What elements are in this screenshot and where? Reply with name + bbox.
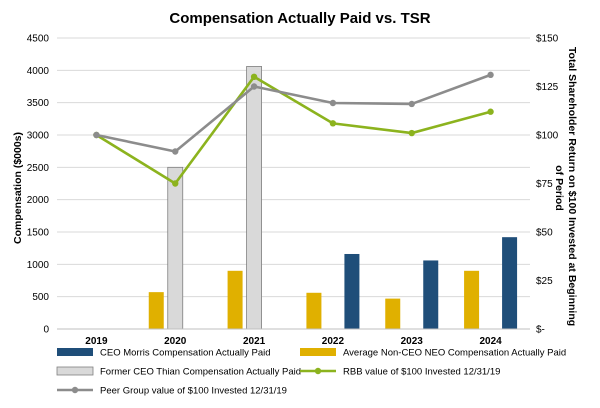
series-point: [250, 83, 258, 90]
y2-tick-label: $-: [536, 325, 545, 336]
y-tick-label: 4500: [27, 34, 50, 45]
series-point: [172, 148, 179, 155]
chart-title: Compensation Actually Paid vs. TSR: [169, 10, 430, 27]
y-tick-label: 3500: [27, 98, 50, 109]
y-tick-label: 1500: [27, 228, 50, 239]
y-tick-label: 2000: [27, 195, 50, 206]
legend-item: Peer Group value of $100 Invested 12/31/…: [57, 386, 287, 397]
y-tick-label: 2500: [27, 163, 50, 174]
legend-label: Peer Group value of $100 Invested 12/31/…: [100, 386, 287, 397]
x-tick-label: 2024: [479, 336, 502, 347]
bar: [464, 270, 480, 329]
legend-swatch-marker: [314, 367, 322, 375]
legend-label: Average Non-CEO NEO Compensation Actuall…: [343, 348, 566, 359]
y2-axis-label: Total Shareholder Return on $100 Investe…: [553, 47, 578, 329]
bar: [227, 270, 243, 329]
series-point: [172, 180, 179, 187]
y2-axis-label-line-1: Total Shareholder Return on $100 Investe…: [566, 47, 578, 326]
bar: [148, 292, 164, 329]
y2-tick-label: $100: [536, 131, 559, 142]
y2-axis-label-line-2: of Period: [553, 165, 565, 211]
series-point: [487, 71, 494, 79]
legend-item: Former CEO Thian Compensation Actually P…: [56, 366, 301, 378]
series-point: [487, 108, 494, 115]
bar: [167, 166, 184, 330]
y-tick-label: 0: [43, 325, 49, 336]
bar: [385, 298, 401, 329]
bars: [148, 66, 518, 330]
bar: [344, 253, 360, 329]
lines: [93, 71, 494, 187]
series-point: [408, 129, 415, 137]
bar: [246, 66, 262, 330]
legend-swatch-marker: [71, 386, 79, 394]
y-axis-label: Compensation ($000s): [12, 132, 24, 244]
gridlines: [57, 37, 530, 330]
legend-swatch: [300, 348, 336, 356]
y-tick-label: 3000: [27, 131, 50, 142]
legend-swatch: [57, 348, 93, 356]
series-point: [329, 120, 337, 127]
series-line: [95, 75, 491, 185]
series-point: [250, 73, 258, 81]
legend-label: CEO Morris Compensation Actually Paid: [100, 348, 271, 359]
axes: 0 500 1000 1500 2000 2500 3000 3500 4000 4500 $- $2…: [27, 34, 559, 348]
bar: [423, 260, 439, 329]
bar: [306, 292, 322, 329]
legend-item: CEO Morris Compensation Actually Paid: [57, 348, 271, 359]
y2-tick-label: $75: [536, 179, 553, 190]
legend: CEO Morris Compensation Actually Paid Ave…: [56, 348, 566, 397]
x-tick-label: 2020: [164, 336, 187, 347]
x-tick-label: 2022: [322, 336, 345, 347]
legend-swatch: [56, 366, 94, 376]
series-line: [96, 73, 492, 153]
legend-label: Former CEO Thian Compensation Actually P…: [100, 367, 301, 378]
legend-label: RBB value of $100 Invested 12/31/19: [343, 367, 500, 378]
bar: [502, 237, 518, 329]
series-point: [408, 100, 415, 108]
y-tick-label: 4000: [27, 66, 50, 77]
x-tick-label: 2023: [401, 336, 424, 347]
y-tick-label: 1000: [27, 260, 50, 271]
x-tick-label: 2019: [85, 336, 108, 347]
y-tick-label: 500: [32, 292, 49, 303]
y2-tick-label: $150: [536, 34, 559, 45]
x-tick-label: 2021: [243, 336, 266, 347]
legend-item: Average Non-CEO NEO Compensation Actuall…: [300, 348, 566, 359]
legend-item: RBB value of $100 Invested 12/31/19: [300, 367, 500, 378]
series-point: [329, 99, 337, 107]
y2-tick-label: $50: [536, 228, 553, 239]
series-point: [93, 131, 100, 139]
y2-tick-label: $125: [536, 82, 559, 93]
y2-tick-label: $25: [536, 276, 553, 287]
